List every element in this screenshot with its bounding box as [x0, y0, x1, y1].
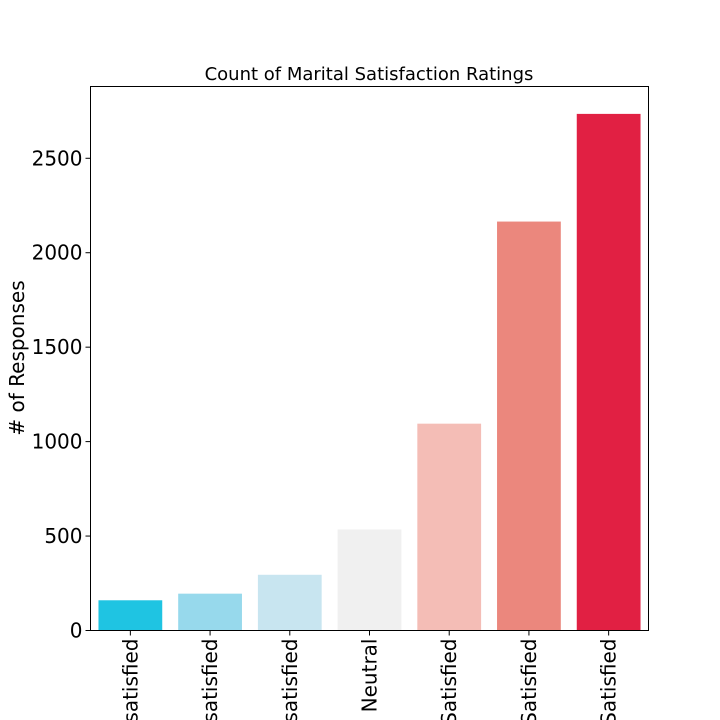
- y-tick-label: 500: [44, 524, 82, 548]
- y-axis-label: # of Responses: [5, 280, 29, 435]
- plot-frame: [90, 86, 649, 631]
- x-tick-label: Neutral: [358, 639, 382, 713]
- y-tick-label: 0: [70, 619, 83, 643]
- bars-group: [98, 113, 641, 631]
- bar-2: [178, 593, 242, 631]
- y-tick-label: 1500: [32, 335, 83, 359]
- x-tick-label: satisfied: [198, 639, 222, 720]
- bar-5: [417, 423, 482, 631]
- x-tick-label: Satisfied: [597, 639, 621, 720]
- bar-1: [98, 600, 163, 631]
- x-tick-label: satisfied: [118, 639, 142, 720]
- chart-title: Count of Marital Satisfaction Ratings: [205, 64, 534, 85]
- y-tick-label: 2000: [32, 241, 83, 265]
- x-tick-label: Satisfied: [437, 639, 461, 720]
- x-axis-ticks: satisfied satisfied satisfied Neutral Satisf…: [118, 630, 621, 720]
- x-tick-label: satisfied: [278, 639, 302, 720]
- bar-6: [497, 221, 561, 631]
- bar-4: [337, 529, 402, 631]
- y-tick-label: 1000: [32, 430, 83, 454]
- y-axis-ticks: 0 500 1000 1500 2000 2500: [32, 146, 91, 643]
- bar-3: [257, 574, 322, 631]
- y-tick-label: 2500: [32, 146, 83, 170]
- x-tick-label: Satisfied: [517, 639, 541, 720]
- bar-7: [576, 113, 641, 631]
